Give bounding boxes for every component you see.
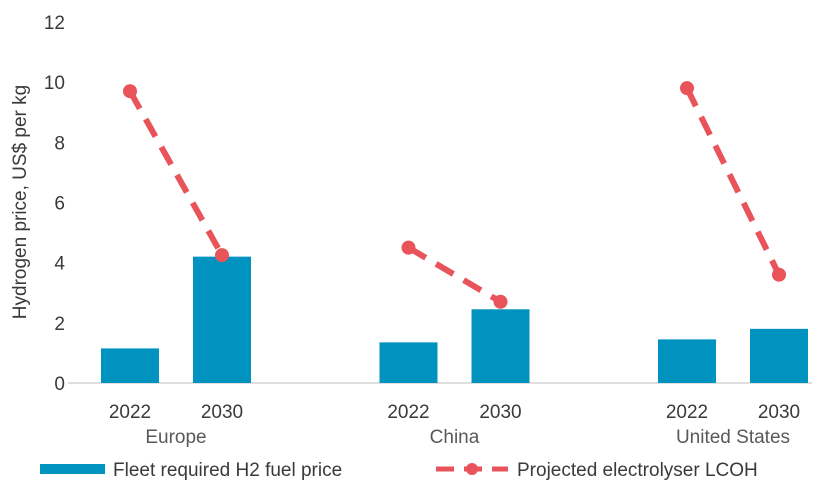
bars [101,256,808,383]
legend-marker-lcoh [466,463,478,475]
bar-united-states-2030 [750,328,808,383]
lcoh-line-china [406,245,503,305]
x-tick-label: 2022 [387,402,429,423]
lcoh-point-china-2022 [401,240,416,255]
lcoh-lines [123,81,786,309]
y-tick-label: 10 [44,73,65,94]
y-tick-label: 6 [54,194,65,215]
lcoh-point-europe-2030 [215,248,229,263]
legend-label-fleet: Fleet required H2 fuel price [113,460,342,481]
lcoh-point-china-2030 [493,294,508,309]
x-tick-label: 2022 [109,402,151,423]
y-tick-label: 12 [44,13,65,34]
lcoh-point-united-states-2022 [680,81,694,96]
x-tick-label: 2030 [479,402,521,423]
lcoh-point-united-states-2030 [772,267,786,282]
bar-china-2022 [379,342,438,383]
group-label-united-states: United States [676,427,790,448]
bar-china-2030 [471,309,530,383]
y-tick-label: 0 [54,374,65,395]
y-axis-ticks: 0 2 4 6 8 10 12 [44,13,66,395]
group-label-europe: Europe [145,427,206,448]
bar-europe-2030 [193,256,251,383]
x-tick-label: 2022 [666,402,708,423]
lcoh-line-europe [127,89,225,257]
x-tick-label: 2030 [758,402,800,423]
y-axis-title: Hydrogen price, US$ per kg [10,85,31,319]
lcoh-point-europe-2022 [123,84,137,99]
bar-europe-2022 [101,348,159,383]
legend: Fleet required H2 fuel price Projected e… [40,460,758,481]
y-tick-label: 2 [54,314,65,335]
bar-united-states-2022 [658,339,716,383]
x-axis-ticks: 2022 2030 2022 2030 2022 2030 [109,402,800,423]
group-labels: Europe China United States [145,427,790,448]
lcoh-line-united-states [684,86,782,277]
y-tick-label: 8 [54,133,65,154]
group-label-china: China [430,427,480,448]
x-tick-label: 2030 [201,402,243,423]
y-tick-label: 4 [54,254,65,275]
legend-label-lcoh: Projected electrolyser LCOH [517,460,758,481]
legend-swatch-fleet [40,464,105,474]
